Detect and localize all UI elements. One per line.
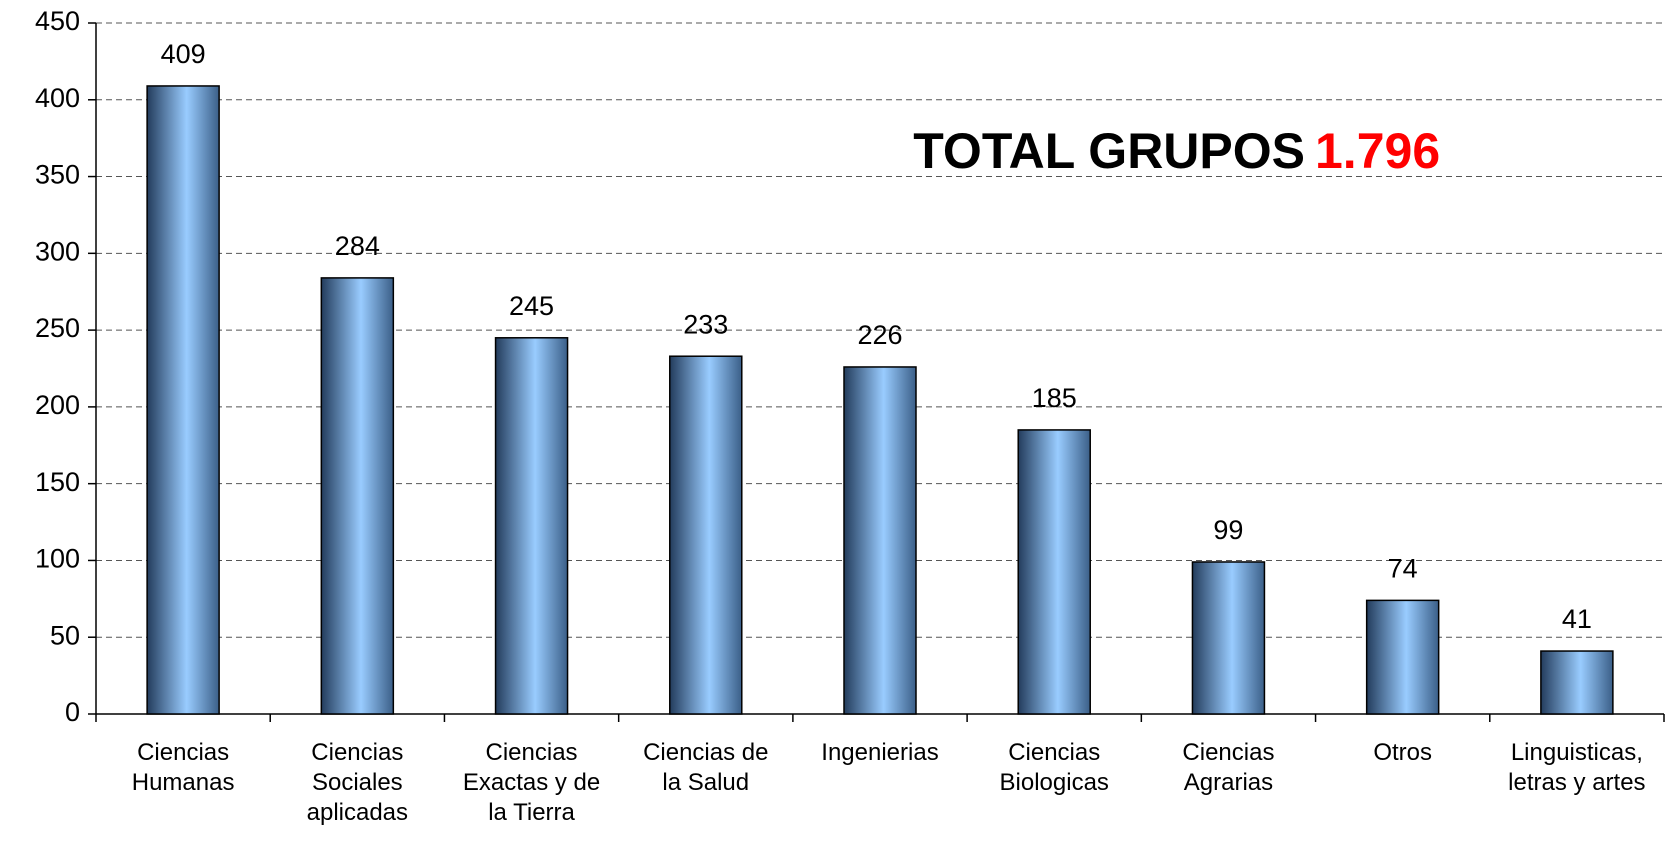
y-tick-label: 350 xyxy=(35,160,80,190)
x-tick-label: Ingenierias xyxy=(821,739,939,766)
value-label: 245 xyxy=(509,291,554,321)
x-tick-label: Otros xyxy=(1373,739,1432,766)
bar xyxy=(843,366,917,715)
bar xyxy=(669,355,743,715)
x-tick-label: Ciencias Exactas y de la Tierra xyxy=(462,739,601,826)
value-label: 74 xyxy=(1388,553,1418,583)
value-label: 41 xyxy=(1562,604,1592,634)
x-tick-label: Ciencias de la Salud xyxy=(643,739,769,796)
x-tick-label: Ciencias Agrarias xyxy=(1182,739,1275,796)
y-tick-label: 50 xyxy=(50,620,80,650)
bar xyxy=(146,85,220,715)
bar xyxy=(1540,650,1614,715)
x-tick-label: Ciencias Humanas xyxy=(131,739,235,796)
value-label: 99 xyxy=(1213,515,1243,545)
y-tick-label: 300 xyxy=(35,236,80,266)
y-tick-label: 450 xyxy=(35,6,80,36)
bar xyxy=(1191,561,1266,715)
value-label: 185 xyxy=(1032,383,1077,413)
y-tick-label: 100 xyxy=(35,544,80,574)
annotation-highlight: 1.796 xyxy=(1315,123,1440,179)
bar xyxy=(494,337,569,715)
y-tick-label: 150 xyxy=(35,467,80,497)
value-label: 233 xyxy=(683,309,728,339)
value-label: 409 xyxy=(161,39,206,69)
value-label: 226 xyxy=(857,320,902,350)
y-tick-label: 400 xyxy=(35,83,80,113)
x-tick-label: Linguisticas, letras y artes xyxy=(1508,739,1646,796)
annotation: TOTAL GRUPOS xyxy=(913,123,1305,179)
y-tick-label: 200 xyxy=(35,390,80,420)
bar xyxy=(1017,429,1091,715)
y-tick-label: 250 xyxy=(35,313,80,343)
value-label: 284 xyxy=(335,231,380,261)
x-tick-label: Ciencias Sociales aplicadas xyxy=(306,739,409,826)
y-tick-label: 0 xyxy=(65,697,80,727)
bar xyxy=(1365,599,1440,715)
bar xyxy=(320,277,395,715)
x-tick-label: Ciencias Biologicas xyxy=(999,739,1109,796)
